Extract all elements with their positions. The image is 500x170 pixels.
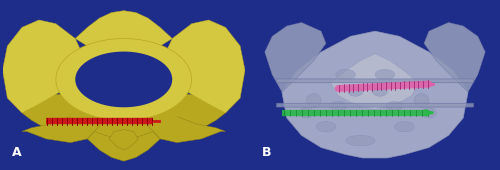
- Ellipse shape: [299, 108, 314, 118]
- Ellipse shape: [386, 101, 403, 110]
- Ellipse shape: [346, 135, 375, 146]
- Polygon shape: [22, 113, 100, 143]
- Polygon shape: [75, 11, 172, 55]
- Polygon shape: [109, 130, 138, 150]
- Polygon shape: [56, 39, 192, 120]
- Polygon shape: [160, 20, 245, 113]
- Polygon shape: [88, 131, 160, 161]
- FancyBboxPatch shape: [276, 103, 473, 107]
- Polygon shape: [2, 20, 87, 113]
- Ellipse shape: [330, 101, 347, 110]
- Polygon shape: [265, 22, 326, 92]
- Polygon shape: [148, 113, 226, 143]
- Ellipse shape: [414, 94, 429, 108]
- Text: B: B: [262, 146, 272, 158]
- Polygon shape: [39, 102, 208, 122]
- Polygon shape: [22, 94, 226, 143]
- Ellipse shape: [375, 69, 394, 80]
- Polygon shape: [331, 54, 419, 109]
- Polygon shape: [424, 22, 485, 92]
- Ellipse shape: [348, 88, 363, 96]
- Ellipse shape: [306, 94, 321, 108]
- Polygon shape: [76, 52, 172, 107]
- FancyBboxPatch shape: [276, 79, 473, 83]
- Ellipse shape: [422, 108, 436, 118]
- Text: A: A: [12, 146, 22, 158]
- Ellipse shape: [372, 88, 387, 96]
- Ellipse shape: [336, 69, 355, 80]
- Ellipse shape: [316, 122, 336, 132]
- Polygon shape: [282, 31, 468, 158]
- Ellipse shape: [394, 122, 414, 132]
